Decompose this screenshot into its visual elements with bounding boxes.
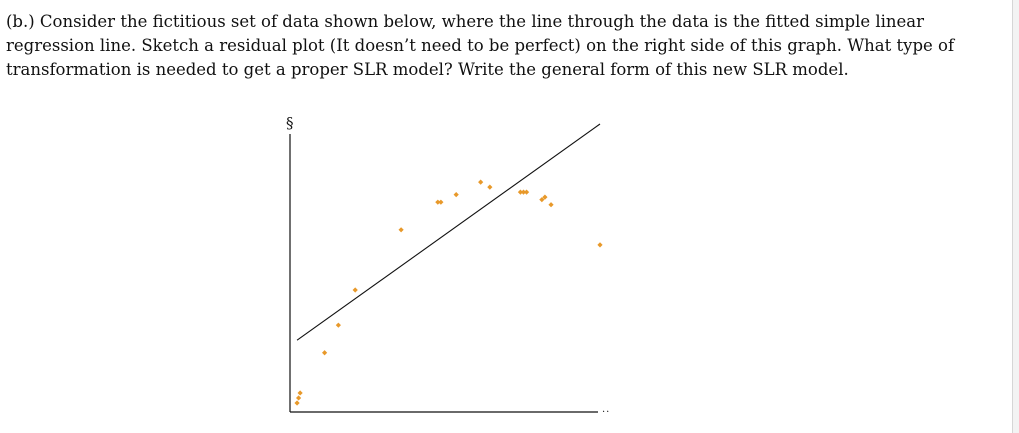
x-axis-label: .. — [602, 404, 611, 415]
data-point — [539, 197, 545, 203]
data-point — [517, 189, 524, 195]
question-line-2: regression line. Sketch a residual plot … — [6, 36, 955, 55]
data-point — [478, 179, 484, 185]
data-point — [548, 202, 554, 208]
data-point — [335, 322, 341, 328]
y-axis-label: § — [286, 114, 294, 132]
data-point — [453, 192, 459, 198]
data-point — [297, 390, 303, 396]
data-point — [398, 227, 404, 233]
question-line-3: transformation is needed to get a proper… — [6, 60, 849, 79]
data-point — [597, 242, 603, 248]
data-point — [435, 199, 441, 205]
data-point — [487, 184, 493, 190]
data-point — [352, 287, 358, 293]
data-point — [520, 189, 527, 195]
data-point — [523, 189, 530, 195]
data-point — [322, 350, 328, 356]
data-point — [542, 194, 548, 200]
data-point — [295, 395, 302, 401]
question-line-1: (b.) Consider the fictitious set of data… — [6, 12, 925, 31]
question-text: (b.) Consider the fictitious set of data… — [6, 10, 996, 82]
window-edge — [1012, 0, 1019, 433]
data-point — [438, 199, 444, 205]
regression-line — [296, 123, 601, 341]
data-point — [294, 400, 300, 406]
